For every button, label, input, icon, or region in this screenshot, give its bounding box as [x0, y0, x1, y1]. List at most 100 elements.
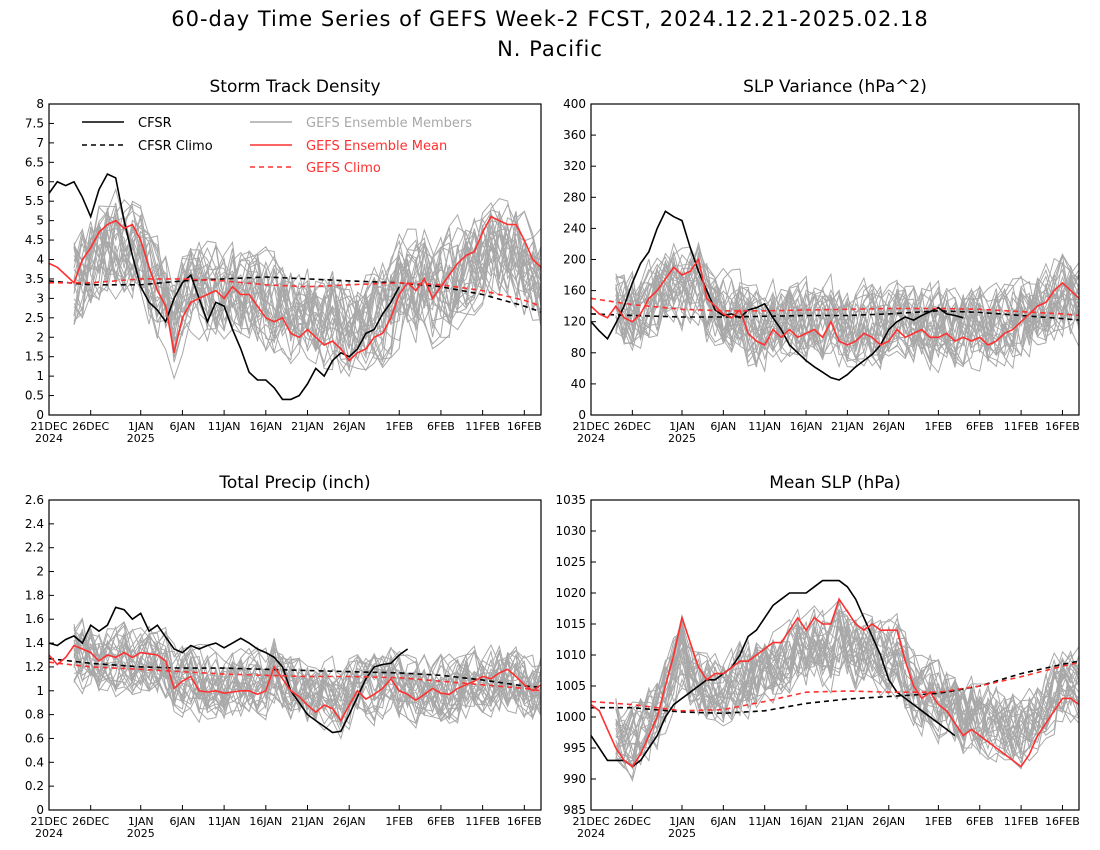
- x-tick-year-label: 2025: [127, 432, 155, 445]
- ensemble-member-line: [73, 628, 541, 720]
- ensemble-member-line: [615, 262, 1079, 368]
- x-tick-label: 16FEB: [507, 815, 542, 828]
- x-tick-label: 1JAN: [669, 815, 695, 828]
- ensemble-member-line: [73, 203, 541, 371]
- x-tick-year-label: 2025: [668, 827, 696, 840]
- ensemble-member-line: [73, 625, 541, 721]
- plot-area: [591, 579, 1079, 782]
- ensemble-member-line: [73, 198, 541, 365]
- y-tick-label: 1025: [555, 555, 586, 569]
- ensemble-member-line: [615, 609, 1079, 756]
- y-tick-label: 1.5: [25, 350, 44, 364]
- y-tick-label: 0: [36, 408, 44, 422]
- x-tick-label: 21JAN: [291, 420, 324, 433]
- y-tick-label: 7: [36, 136, 44, 150]
- y-tick-label: 1030: [555, 524, 586, 538]
- x-tick-label: 6JAN: [710, 420, 736, 433]
- x-tick-label: 1FEB: [924, 815, 952, 828]
- ensemble-member-line: [615, 268, 1079, 363]
- panel-title: Storm Track Density: [209, 77, 380, 97]
- y-tick-label: 320: [563, 159, 586, 173]
- ensemble-member-line: [73, 640, 541, 717]
- x-tick-year-label: 2024: [35, 827, 63, 840]
- ensemble-member-line: [73, 650, 541, 713]
- x-tick-label: 11FEB: [1004, 815, 1039, 828]
- x-tick-year-label: 2024: [577, 827, 605, 840]
- x-tick-year-label: 2024: [35, 432, 63, 445]
- x-tick-label: 11FEB: [465, 420, 500, 433]
- x-tick-label: 16JAN: [249, 420, 282, 433]
- y-tick-label: 1035: [555, 493, 586, 507]
- y-tick-label: 0: [36, 803, 44, 817]
- x-tick-label: 11JAN: [208, 815, 241, 828]
- y-tick-label: 1020: [555, 586, 586, 600]
- figure-subtitle: N. Pacific: [497, 37, 603, 61]
- ensemble-member-line: [73, 646, 541, 731]
- y-tick-label: 0.5: [25, 389, 44, 403]
- legend-ens-mean-label: GEFS Ensemble Mean: [306, 139, 447, 154]
- y-tick-label: 5: [36, 214, 44, 228]
- y-tick-label: 120: [563, 315, 586, 329]
- series-gefs-ensemble-mean: [49, 644, 541, 723]
- y-tick-label: 995: [563, 741, 586, 755]
- x-tick-label: 21JAN: [831, 815, 864, 828]
- ensemble-member-line: [615, 619, 1079, 770]
- x-tick-label: 21JAN: [291, 815, 324, 828]
- series-gefs-climo: [591, 297, 1079, 317]
- x-tick-year-label: 2025: [127, 827, 155, 840]
- y-tick-label: 4.5: [25, 233, 44, 247]
- y-tick-label: 0.6: [25, 731, 44, 745]
- x-tick-label: 6FEB: [966, 815, 994, 828]
- series-gefs-climo: [49, 278, 541, 307]
- x-tick-label: 26DEC: [72, 420, 109, 433]
- series-cfsr: [591, 210, 964, 381]
- x-tick-label: 6FEB: [427, 420, 455, 433]
- legend: CFSR CFSR Climo GEFS Ensemble Members GE…: [82, 116, 472, 176]
- x-tick-label: 6JAN: [170, 815, 196, 828]
- ensemble-member-line: [73, 623, 541, 734]
- y-tick-label: 1015: [555, 617, 586, 631]
- y-tick-label: 160: [563, 284, 586, 298]
- y-tick-label: 8: [36, 97, 44, 111]
- ensemble-member-line: [615, 624, 1079, 758]
- series-gefs-ensemble-mean: [591, 257, 1079, 347]
- series-cfsr-climo: [49, 657, 541, 688]
- y-tick-label: 80: [571, 346, 586, 360]
- x-tick-label: 16JAN: [790, 815, 823, 828]
- series-gefs-climo: [591, 661, 1079, 712]
- x-tick-label: 26JAN: [333, 815, 366, 828]
- y-tick-label: 2.6: [25, 493, 44, 507]
- series-cfsr: [49, 606, 409, 734]
- panel-storm-track-density: Storm Track Density 0 0.5 1 1.5 2 2.5 3 3.5 4 4.5 5…: [25, 77, 542, 445]
- x-tick-label: 6JAN: [170, 420, 196, 433]
- x-tick-label: 1JAN: [669, 420, 695, 433]
- legend-cfsr-label: CFSR: [138, 116, 172, 131]
- y-tick-label: 0: [578, 408, 586, 422]
- panel-title: SLP Variance (hPa^2): [743, 77, 927, 97]
- x-tick-label: 6FEB: [966, 420, 994, 433]
- x-tick-label: 11JAN: [748, 420, 781, 433]
- y-tick-label: 1010: [555, 648, 586, 662]
- y-tick-label: 0.4: [25, 755, 44, 769]
- plot-area: [49, 172, 541, 401]
- y-tick-label: 3.5: [25, 272, 44, 286]
- legend-members-label: GEFS Ensemble Members: [306, 116, 472, 131]
- x-tick-label: 26JAN: [872, 420, 905, 433]
- panel-total-precip: Total Precip (inch) 0 0.2 0.4 0.6 0.8 1 1.2 1.4 1…: [25, 473, 542, 840]
- x-tick-label: 11JAN: [208, 420, 241, 433]
- legend-cfsr-climo-label: CFSR Climo: [138, 139, 213, 154]
- x-tick-label: 16JAN: [790, 420, 823, 433]
- series-cfsr-climo: [591, 660, 1079, 715]
- x-tick-label: 6FEB: [427, 815, 455, 828]
- y-tick-label: 2: [36, 330, 44, 344]
- ensemble-member-line: [73, 632, 541, 725]
- x-tick-label: 26DEC: [614, 420, 651, 433]
- y-tick-label: 2.5: [25, 311, 44, 325]
- y-tick-label: 1.8: [25, 588, 44, 602]
- x-tick-year-label: 2024: [577, 432, 605, 445]
- x-tick-label: 1FEB: [385, 815, 413, 828]
- x-tick-label: 16JAN: [249, 815, 282, 828]
- y-tick-label: 0.8: [25, 708, 44, 722]
- ensemble-member-line: [615, 598, 1079, 759]
- ensemble-member-line: [615, 250, 1079, 370]
